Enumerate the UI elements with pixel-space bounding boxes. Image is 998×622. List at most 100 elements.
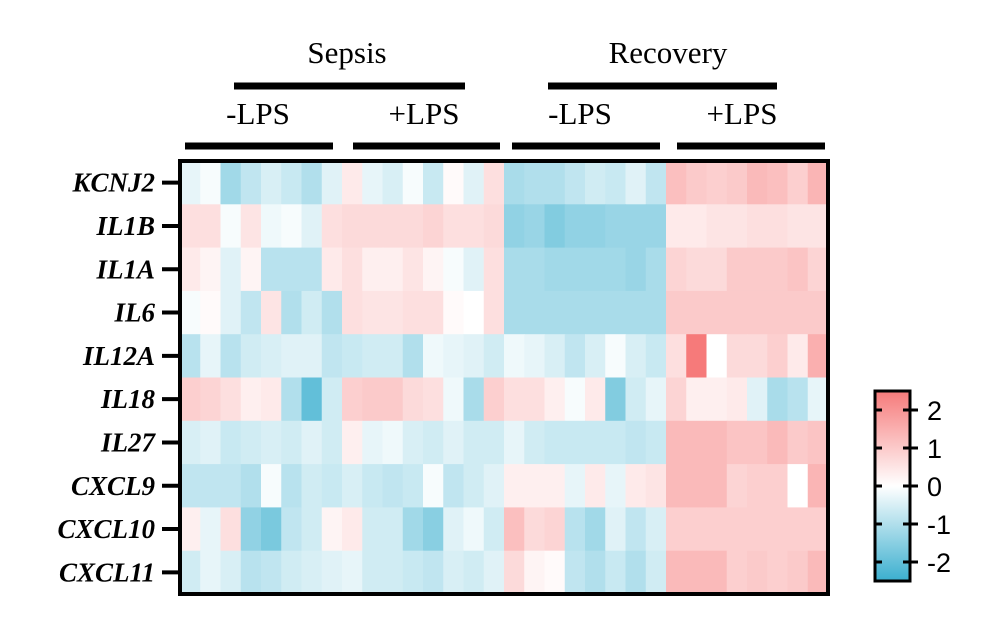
heatmap-cell-cxcl10-11: [382, 507, 404, 552]
heatmap-cell-il18-16: [483, 377, 505, 422]
heatmap-cell-il1b-6: [281, 204, 303, 249]
heatmap-cell-il27-5: [261, 420, 282, 465]
heatmap-cell-kcnj2-13: [423, 161, 444, 205]
row-label-il1b: IL1B: [95, 211, 155, 241]
heatmap-cell-il1a-14: [443, 247, 465, 292]
heatmap-cell-cxcl9-8: [321, 464, 343, 508]
heatmap-cell-cxcl10-22: [605, 507, 627, 552]
heatmap-cell-il6-2: [200, 290, 222, 335]
heatmap-cell-cxcl10-9: [342, 507, 363, 552]
heatmap-cell-il27-22: [605, 420, 627, 465]
heatmap-cell-cxcl10-16: [483, 507, 505, 552]
heatmap-cell-il12a-22: [605, 334, 627, 379]
heatmap-cell-il1a-22: [605, 247, 627, 292]
heatmap-cell-cxcl9-4: [240, 464, 262, 508]
heatmap-cell-il6-24: [645, 290, 667, 335]
heatmap-cell-cxcl9-2: [200, 464, 222, 508]
heatmap-cell-cxcl9-29: [747, 464, 768, 508]
heatmap-cell-il18-21: [585, 377, 606, 422]
row-label-il1a: IL1A: [95, 254, 155, 284]
heatmap-cell-il6-9: [342, 290, 363, 335]
heatmap-cell-il12a-32: [807, 334, 829, 379]
heatmap-cell-il1b-14: [443, 204, 465, 249]
heatmap-cell-il1b-23: [625, 204, 647, 249]
heatmap-cell-il6-17: [504, 290, 525, 335]
heatmap-cell-cxcl11-23: [625, 550, 647, 595]
heatmap-cell-kcnj2-30: [767, 161, 789, 205]
heatmap-cell-il1a-17: [504, 247, 525, 292]
heatmap-cell-il18-5: [261, 377, 282, 422]
heatmap-cell-il1a-23: [625, 247, 647, 292]
heatmap-cell-il1b-16: [483, 204, 505, 249]
heatmap-cell-cxcl11-30: [767, 550, 789, 595]
heatmap-cell-il6-21: [585, 290, 606, 335]
heatmap-cell-il1b-15: [463, 204, 485, 249]
heatmap-cell-il1b-24: [645, 204, 667, 249]
heatmap-cell-il1a-30: [767, 247, 789, 292]
heatmap-cell-il12a-18: [524, 334, 546, 379]
heatmap-cell-il27-9: [342, 420, 363, 465]
heatmap-cell-kcnj2-25: [666, 161, 687, 205]
heatmap-cell-il1b-13: [423, 204, 444, 249]
heatmap-cell-il6-6: [281, 290, 303, 335]
heatmap-cell-il1b-22: [605, 204, 627, 249]
heatmap-cell-il12a-17: [504, 334, 525, 379]
heatmap-cell-kcnj2-8: [321, 161, 343, 205]
heatmap-cell-il18-18: [524, 377, 546, 422]
heatmap-cell-il1b-4: [240, 204, 262, 249]
heatmap-cell-il1a-12: [402, 247, 424, 292]
heatmap-cell-il12a-28: [726, 334, 748, 379]
heatmap-cell-il27-2: [200, 420, 222, 465]
heatmap-cell-il27-1: [180, 420, 201, 465]
heatmap-cell-il1a-31: [787, 247, 809, 292]
heatmap-cell-il18-20: [564, 377, 586, 422]
heatmap-cell-il18-22: [605, 377, 627, 422]
heatmap-cell-cxcl10-7: [301, 507, 323, 552]
condition-label-recovery-minus-lps: -LPS: [548, 96, 612, 131]
heatmap-cell-il6-5: [261, 290, 282, 335]
heatmap-cell-cxcl11-15: [463, 550, 485, 595]
heatmap-cell-il27-17: [504, 420, 525, 465]
heatmap-cell-il1b-2: [200, 204, 222, 249]
row-label-cxcl9: CXCL9: [71, 471, 156, 501]
heatmap-cell-il18-7: [301, 377, 323, 422]
heatmap-cell-il18-3: [220, 377, 242, 422]
heatmap-cell-cxcl11-27: [706, 550, 728, 595]
heatmap-cell-il1b-21: [585, 204, 606, 249]
heatmap-cell-il18-23: [625, 377, 647, 422]
heatmap-cell-kcnj2-26: [686, 161, 708, 205]
heatmap-cell-cxcl11-3: [220, 550, 242, 595]
heatmap-cell-cxcl10-19: [544, 507, 566, 552]
heatmap-cell-il18-26: [686, 377, 708, 422]
heatmap-cell-il6-18: [524, 290, 546, 335]
heatmap-cell-il1a-32: [807, 247, 829, 292]
heatmap-cell-il27-29: [747, 420, 768, 465]
heatmap-cell-cxcl11-25: [666, 550, 687, 595]
heatmap-cell-il1b-17: [504, 204, 525, 249]
heatmap-cell-cxcl10-5: [261, 507, 282, 552]
heatmap-cell-il18-8: [321, 377, 343, 422]
heatmap-cell-cxcl11-18: [524, 550, 546, 595]
heatmap-cell-cxcl11-29: [747, 550, 768, 595]
heatmap-cell-il18-30: [767, 377, 789, 422]
heatmap-cell-il6-3: [220, 290, 242, 335]
heatmap-cell-il27-31: [787, 420, 809, 465]
heatmap-cell-cxcl9-11: [382, 464, 404, 508]
heatmap-cell-kcnj2-12: [402, 161, 424, 205]
heatmap-cell-cxcl10-10: [362, 507, 384, 552]
heatmap-cell-il1a-11: [382, 247, 404, 292]
heatmap-cell-il12a-29: [747, 334, 768, 379]
heatmap-cell-il1a-26: [686, 247, 708, 292]
heatmap-cell-cxcl9-31: [787, 464, 809, 508]
heatmap-cell-il1a-28: [726, 247, 748, 292]
heatmap-cell-kcnj2-31: [787, 161, 809, 205]
heatmap-cell-cxcl11-19: [544, 550, 566, 595]
heatmap-cell-il12a-27: [706, 334, 728, 379]
row-label-kcnj2: KCNJ2: [71, 168, 155, 198]
heatmap-cell-il27-28: [726, 420, 748, 465]
row-label-il12a: IL12A: [82, 341, 155, 371]
heatmap-cell-il6-23: [625, 290, 647, 335]
heatmap-cell-cxcl10-24: [645, 507, 667, 552]
heatmap-cell-kcnj2-3: [220, 161, 242, 205]
heatmap-cell-kcnj2-23: [625, 161, 647, 205]
